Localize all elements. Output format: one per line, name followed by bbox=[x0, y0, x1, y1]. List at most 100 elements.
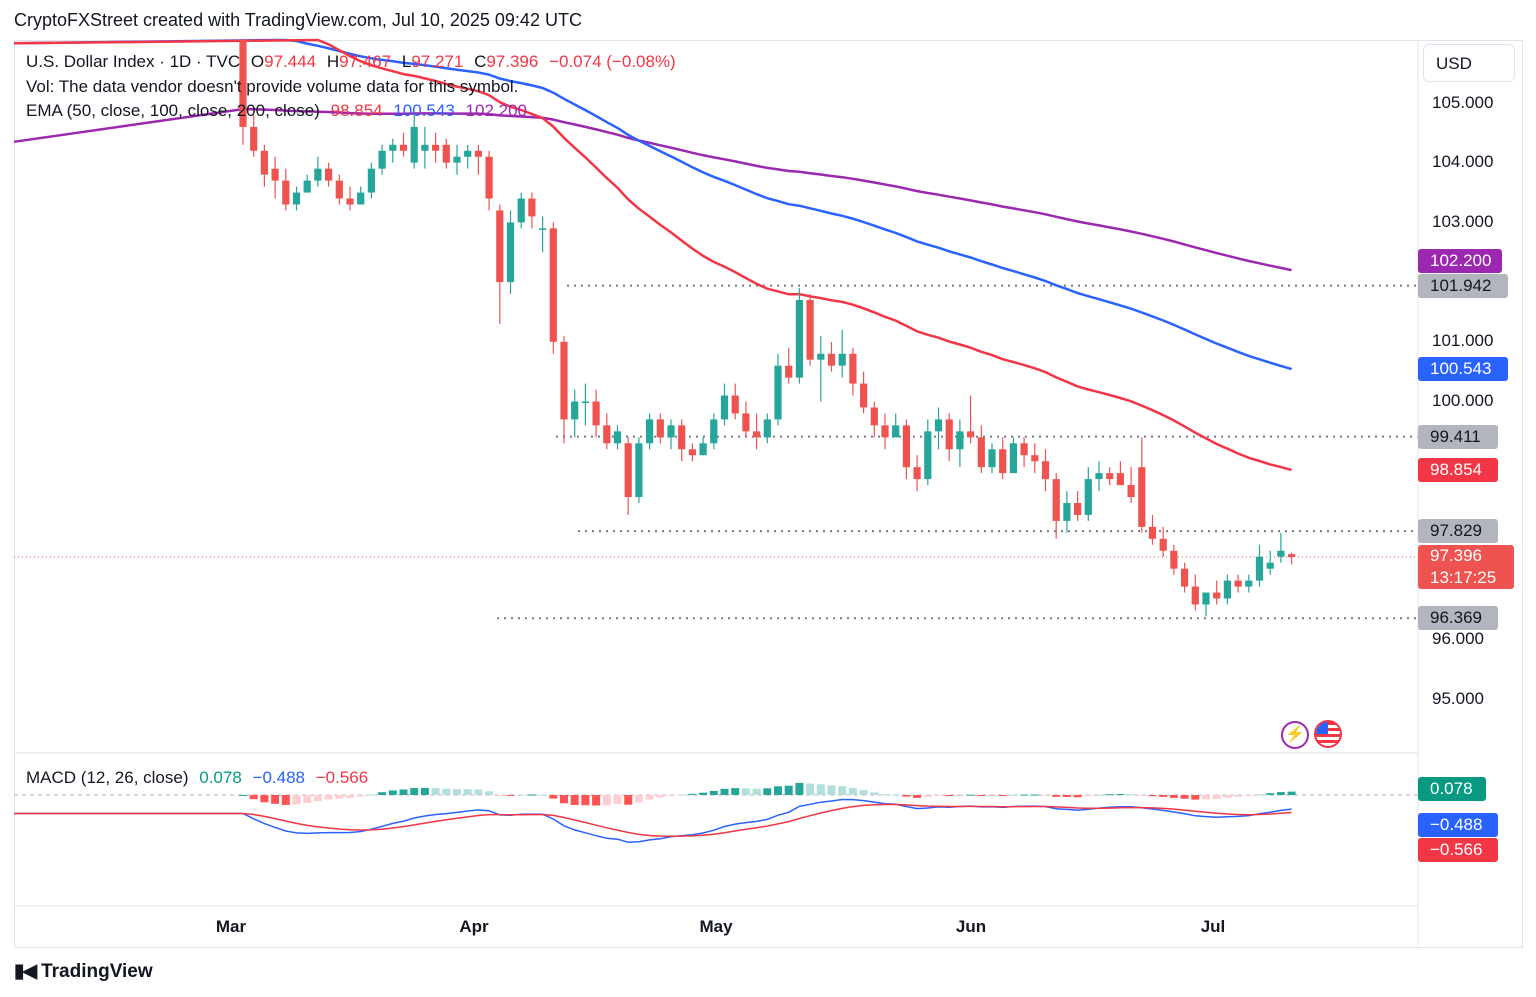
ema200-line bbox=[13, 107, 1292, 272]
ema-label: EMA (50, close, 100, close, 200, close) bbox=[26, 101, 320, 120]
macd-histogram-bar bbox=[1127, 794, 1136, 796]
macd-histogram-bar bbox=[966, 794, 975, 796]
candle-body bbox=[785, 365, 793, 378]
macd-histogram-bar bbox=[1169, 795, 1178, 798]
candle-body bbox=[389, 144, 397, 151]
macd-histogram-bar bbox=[281, 795, 290, 805]
candle-body bbox=[977, 437, 985, 468]
level-tag-bottom: 96.369 bbox=[1418, 606, 1498, 630]
macd-histogram-bar bbox=[816, 784, 825, 795]
macd-histogram-bar bbox=[1266, 793, 1275, 795]
macd-label: MACD (12, 26, close) bbox=[26, 768, 189, 787]
chart-frame bbox=[14, 40, 1523, 948]
volume-note: Vol: The data vendor doesn't provide vol… bbox=[26, 77, 524, 97]
candle-body bbox=[667, 425, 675, 438]
macd-histogram-bar bbox=[463, 789, 472, 795]
macd-histogram-bar bbox=[378, 792, 387, 795]
candle-body bbox=[1106, 473, 1114, 480]
price-tick: 104.000 bbox=[1432, 152, 1494, 171]
macd-line-value: −0.488 bbox=[252, 768, 305, 787]
candle-body bbox=[699, 443, 707, 456]
macd-histogram-bar bbox=[955, 795, 964, 796]
macd-histogram-bar bbox=[784, 785, 793, 795]
close-value: 97.396 bbox=[486, 52, 539, 71]
candle-body bbox=[410, 126, 418, 163]
candle-body bbox=[1255, 556, 1264, 581]
candle-body bbox=[367, 168, 375, 193]
macd-histogram-bar bbox=[795, 782, 804, 795]
macd-histogram-bar bbox=[688, 793, 697, 795]
macd-histogram-bar bbox=[741, 788, 750, 795]
macd-histogram-bar bbox=[774, 786, 782, 795]
candle-body bbox=[678, 425, 686, 450]
macd-histogram-bar bbox=[1041, 795, 1050, 796]
lightning-icon[interactable]: ⚡ bbox=[1281, 721, 1309, 749]
macd-histogram-bar bbox=[624, 795, 633, 805]
macd-histogram-bar bbox=[645, 795, 654, 800]
macd-histogram-bar bbox=[399, 789, 408, 795]
low-label: L bbox=[401, 52, 412, 71]
ema-legend[interactable]: EMA (50, close, 100, close, 200, close) … bbox=[26, 101, 533, 121]
macd-histogram-bar bbox=[891, 794, 900, 796]
candle-body bbox=[357, 192, 365, 205]
macd-histogram-bar bbox=[474, 789, 483, 795]
candle-body bbox=[271, 168, 279, 181]
macd-legend[interactable]: MACD (12, 26, close) 0.078 −0.488 −0.566 bbox=[26, 768, 374, 788]
ema100-line bbox=[13, 38, 1292, 371]
tradingview-logo-icon: ▮◀ bbox=[14, 961, 37, 982]
macd-histogram-bar bbox=[699, 792, 708, 795]
macd-histogram-bar bbox=[656, 795, 665, 798]
candle-body bbox=[849, 353, 857, 384]
macd-histogram-bar bbox=[1159, 795, 1168, 797]
macd-histogram-bar bbox=[848, 787, 857, 795]
candle-body bbox=[282, 180, 290, 205]
last-price-tag: 97.396 13:17:25 bbox=[1418, 545, 1514, 589]
candle-body bbox=[1159, 538, 1167, 551]
candle-body bbox=[763, 419, 771, 438]
tradingview-footer[interactable]: ▮◀ TradingView bbox=[14, 960, 153, 983]
candle-body bbox=[646, 419, 654, 444]
macd-histogram-bar bbox=[1073, 795, 1082, 798]
candle-body bbox=[378, 150, 386, 169]
us-flag-icon[interactable] bbox=[1314, 720, 1342, 748]
candle-body bbox=[1063, 502, 1071, 521]
ema200-value: 102.200 bbox=[465, 101, 527, 120]
macd-histogram-bar bbox=[1191, 795, 1200, 800]
macd-signal-tag: −0.566 bbox=[1418, 838, 1498, 862]
macd-histogram-bar bbox=[388, 790, 397, 795]
currency-selector[interactable]: USD bbox=[1423, 44, 1515, 82]
candle-body bbox=[656, 419, 664, 438]
macd-histogram-bar bbox=[420, 787, 429, 795]
candle-body bbox=[817, 353, 825, 360]
candle-body bbox=[1266, 562, 1274, 569]
candle-body bbox=[1127, 485, 1135, 498]
macd-histogram-bar bbox=[870, 792, 879, 795]
macd-histogram-bar bbox=[720, 788, 729, 795]
candle-body bbox=[710, 419, 718, 444]
macd-histogram-bar bbox=[592, 795, 601, 806]
candle-body bbox=[753, 431, 761, 438]
macd-histogram-bar bbox=[945, 795, 954, 796]
candle-body bbox=[1138, 467, 1146, 527]
candle-body bbox=[635, 443, 643, 498]
candle-body bbox=[496, 210, 504, 283]
macd-histogram-bar bbox=[1020, 794, 1029, 796]
candle-body bbox=[474, 150, 482, 157]
candle-body bbox=[549, 228, 557, 342]
candle-body bbox=[902, 425, 910, 468]
candle-body bbox=[1009, 443, 1017, 474]
candle-body bbox=[913, 467, 921, 480]
time-tick-may: May bbox=[699, 917, 733, 936]
macd-histogram-bar bbox=[549, 795, 558, 799]
macd-histogram-bar bbox=[667, 795, 675, 796]
macd-histogram-bar bbox=[977, 795, 986, 796]
candle-body bbox=[1052, 479, 1060, 521]
macd-histogram-bar bbox=[677, 794, 686, 796]
high-value: 97.467 bbox=[339, 52, 392, 71]
ema100-value: 100.543 bbox=[393, 101, 455, 120]
macd-histogram-bar bbox=[346, 795, 354, 798]
macd-histogram-bar bbox=[934, 795, 943, 796]
symbol-label[interactable]: U.S. Dollar Index · 1D · TVC bbox=[26, 52, 241, 71]
candle-body bbox=[924, 431, 932, 480]
